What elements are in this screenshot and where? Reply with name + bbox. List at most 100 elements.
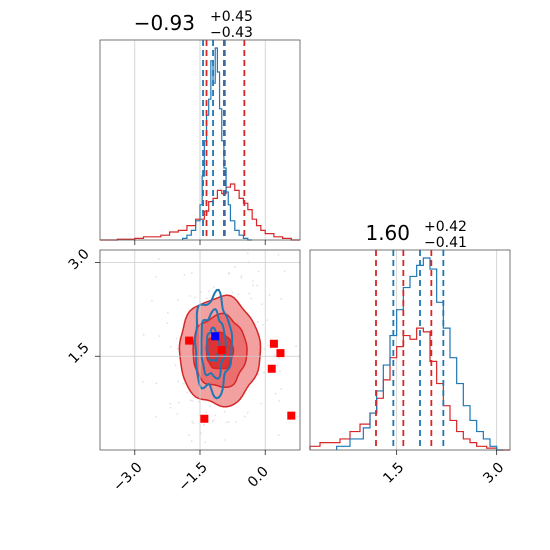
scatter-point [149, 224, 151, 226]
scatter-point [127, 502, 129, 504]
scatter-point [155, 382, 158, 385]
scatter-point [251, 280, 254, 282]
scatter-point [283, 270, 286, 273]
scatter-point [200, 432, 202, 435]
scatter-point [276, 364, 279, 367]
scatter-point [261, 303, 263, 306]
scatter-point [169, 345, 172, 348]
scatter-point [191, 400, 194, 402]
scatter-point [174, 364, 177, 367]
scatter-point [176, 412, 179, 415]
scatter-point [182, 382, 185, 385]
scatter-point [302, 292, 304, 294]
scatter-point [194, 296, 197, 299]
scatter-point [205, 297, 208, 300]
blue-contour-0 [205, 326, 221, 363]
scatter-point [186, 391, 189, 394]
scatter-point [175, 337, 178, 340]
hist2-hist-red [309, 327, 510, 451]
hist1-hist-red [100, 183, 300, 241]
scatter-point [234, 266, 236, 269]
blue-contour-1 [200, 308, 227, 380]
hist1-title-sub: −0.43 [210, 25, 253, 41]
hist2-frame [309, 249, 511, 451]
scatter-point [240, 275, 243, 277]
scatter-point [191, 420, 194, 423]
scatter-point [211, 420, 214, 423]
scatter-point [225, 421, 228, 424]
scatter-point [223, 439, 226, 441]
scatter-point [192, 422, 195, 424]
contour-xtick-label-0: −3.0 [110, 459, 145, 494]
scatter-point [183, 273, 186, 276]
scatter-point [169, 402, 172, 405]
scatter-point [273, 354, 276, 357]
scatter-point [277, 253, 280, 256]
scatter-point [241, 455, 243, 457]
scatter-point [350, 334, 352, 336]
scatter-point [177, 380, 180, 383]
scatter-point [190, 440, 193, 442]
scatter-point [198, 400, 200, 403]
scatter-point [248, 292, 251, 295]
red-marker-1 [200, 414, 209, 423]
scatter-point [274, 392, 277, 395]
red-marker-2 [217, 346, 226, 354]
hist2-title-sub: −0.41 [424, 235, 467, 251]
scatter-point [279, 370, 281, 373]
scatter-point [250, 297, 253, 300]
scatter-point [188, 434, 190, 437]
red-marker-4 [276, 349, 285, 358]
contour-ytick-label-0: 1.5 [66, 340, 93, 367]
red-marker-5 [267, 364, 276, 373]
hist2-title-value: 1.60 [365, 221, 410, 245]
scatter-point [189, 399, 192, 402]
scatter-point [243, 415, 246, 418]
scatter-point [212, 286, 215, 289]
hist2-xtick-label-0: 1.5 [380, 460, 407, 487]
scatter-point [189, 295, 191, 297]
scatter-point [277, 434, 280, 437]
scatter-point [263, 348, 266, 350]
scatter-point [278, 356, 280, 359]
scatter-point [267, 344, 269, 347]
scatter-point [204, 441, 207, 443]
scatter-point [296, 415, 299, 418]
scatter-point [280, 388, 282, 390]
scatter-point [195, 458, 197, 460]
scatter-point [209, 405, 211, 408]
hist1-hist-blue [182, 47, 253, 241]
scatter-point [257, 270, 260, 273]
hist2-xtick-label-1: 3.0 [480, 460, 507, 487]
hist1-title-value: −0.93 [134, 11, 195, 35]
blue-marker [211, 332, 220, 341]
blue-contour-2 [193, 288, 234, 400]
red-marker-3 [269, 339, 278, 348]
scatter-point [151, 299, 153, 302]
scatter-point [266, 319, 269, 321]
scatter-point [295, 345, 297, 348]
hist-panel-top [99, 39, 301, 245]
hist1-title-sup: +0.45 [210, 9, 253, 25]
scatter-point [205, 411, 207, 414]
scatter-point [208, 290, 210, 293]
scatter-point [260, 402, 263, 405]
red-marker-6 [287, 411, 296, 420]
scatter-point [280, 297, 283, 300]
hist2-title-sup: +0.42 [424, 219, 467, 235]
scatter-point [177, 401, 180, 404]
hist-panel-right: 1.5 3.0 [309, 249, 511, 487]
scatter-point [166, 322, 169, 325]
scatter-point [227, 421, 230, 423]
scatter-point [252, 284, 254, 287]
scatter-point [190, 272, 193, 274]
scatter-point [256, 284, 259, 287]
scatter-point [223, 410, 226, 413]
scatter-point [155, 276, 157, 278]
scatter-point [176, 298, 179, 301]
scatter-point [203, 423, 205, 426]
red-marker-0 [185, 336, 194, 345]
scatter-point [246, 411, 249, 414]
scatter-point [142, 333, 145, 336]
